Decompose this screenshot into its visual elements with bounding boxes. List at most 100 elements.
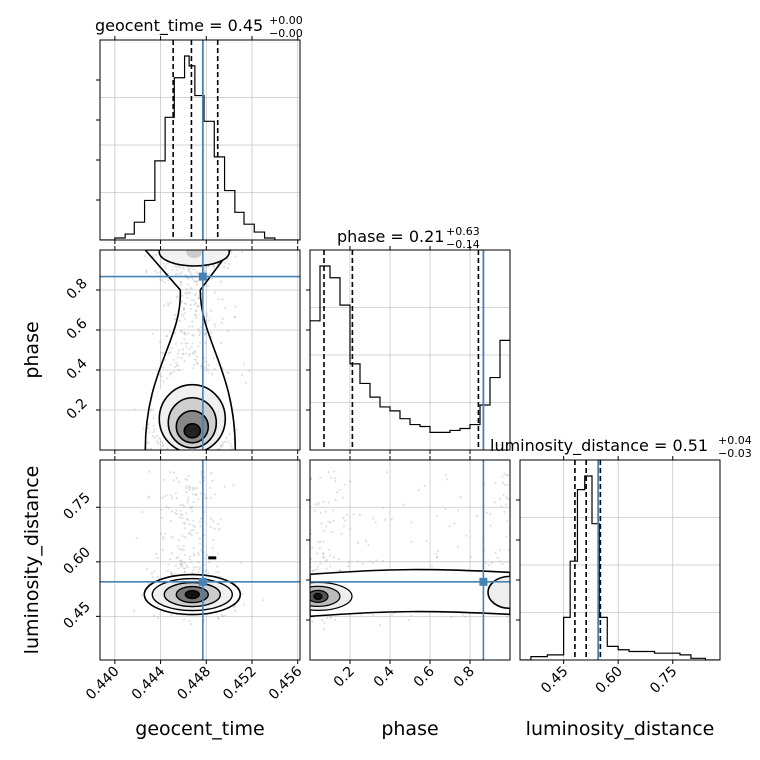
sample-point [204,570,207,573]
panel-frame-luminosity_distance-phase [309,459,511,661]
sample-point [132,609,136,612]
sample-point [203,328,207,332]
sample-point [329,616,332,619]
histogram-geocent_time [100,55,300,240]
sample-point [319,540,322,543]
sample-point [506,615,509,619]
sample-point [192,352,195,355]
sample-point [192,268,196,271]
sample-point [322,552,325,555]
sample-point [218,575,221,578]
sample-point [316,565,319,568]
sample-point [197,241,199,243]
sample-point [164,267,167,270]
sample-point [315,568,318,571]
sample-point [170,494,173,497]
sample-point [183,302,186,305]
sample-point [167,563,170,566]
sample-point [179,560,183,563]
sample-point [226,371,230,374]
sample-point [198,537,201,540]
sample-point [356,560,359,563]
sample-point [183,317,187,321]
sample-point [317,501,320,505]
sample-point [224,261,227,265]
sample-point [174,564,178,567]
title-geocent-time-minus: −0.00 [269,27,303,40]
sample-point [160,533,163,536]
sample-point [181,348,185,351]
sample-point [187,354,190,357]
sample-point [187,496,190,499]
sample-point [203,268,206,271]
sample-point [185,518,189,521]
sample-point [390,518,393,521]
panel-frame-phase-geocent_time [99,249,301,451]
sample-point [221,615,224,618]
sample-point [197,551,200,554]
sample-point [184,292,187,295]
x-tick-label-group-phase-1: 0.4 [371,663,398,690]
sample-point [181,242,183,244]
sample-point [334,618,337,622]
sample-point [180,548,184,551]
sample-point [180,565,183,568]
sample-point [169,570,172,574]
sample-point [322,556,325,559]
sample-point [177,369,180,372]
sample-point [190,533,193,537]
sample-point [169,301,172,304]
sample-point [501,481,505,484]
sample-point [184,512,188,515]
title-luminosity-distance: luminosity_distance = 0.51 +0.04 −0.03 [490,434,752,460]
sample-point [161,548,164,552]
sample-point [506,474,509,477]
truth-marker-p10 [198,272,207,281]
sample-point [487,564,491,567]
panel-frame-luminosity_distance-geocent_time [99,459,301,661]
sample-point [262,599,265,602]
sample-point [142,427,145,430]
sample-point [209,496,212,500]
sample-point [341,496,344,499]
panel-frame-phase-phase [309,249,511,451]
sample-point [194,493,198,497]
sample-point [502,494,505,497]
sample-point [192,566,196,569]
sample-point [330,530,333,534]
sample-point [375,559,378,562]
sample-point [329,565,332,568]
sample-point [164,358,167,362]
sample-point [194,350,197,353]
sample-point [209,309,213,312]
sample-point [178,547,181,551]
sample-point [240,373,244,377]
sample-point [191,505,194,509]
sample-point [207,319,210,322]
sample-point [159,351,163,354]
sample-point [181,266,185,269]
sample-point [218,527,221,531]
sample-point [230,445,233,448]
sample-point [191,333,194,336]
sample-point [322,555,325,558]
sample-point [171,268,174,271]
sample-point [198,333,201,337]
histogram-luminosity_distance [520,475,720,660]
sample-point [219,280,222,283]
sample-point [525,526,527,528]
sample-point [345,513,348,516]
sample-point [506,520,509,523]
sample-point [186,478,189,482]
sample-point [209,331,213,334]
sample-point [195,310,198,313]
sample-point [180,271,183,274]
title-phase: phase = 0.21 +0.63 −0.14 [337,225,480,251]
sample-point [145,271,148,274]
sample-point [231,447,234,450]
x-tick-label-phase-1: 0.4 [371,663,398,690]
x-tick-label-luminosity_distance-0: 0.45 [538,664,571,697]
sample-point [217,571,220,574]
sample-point [162,444,165,447]
sample-point [180,561,184,564]
